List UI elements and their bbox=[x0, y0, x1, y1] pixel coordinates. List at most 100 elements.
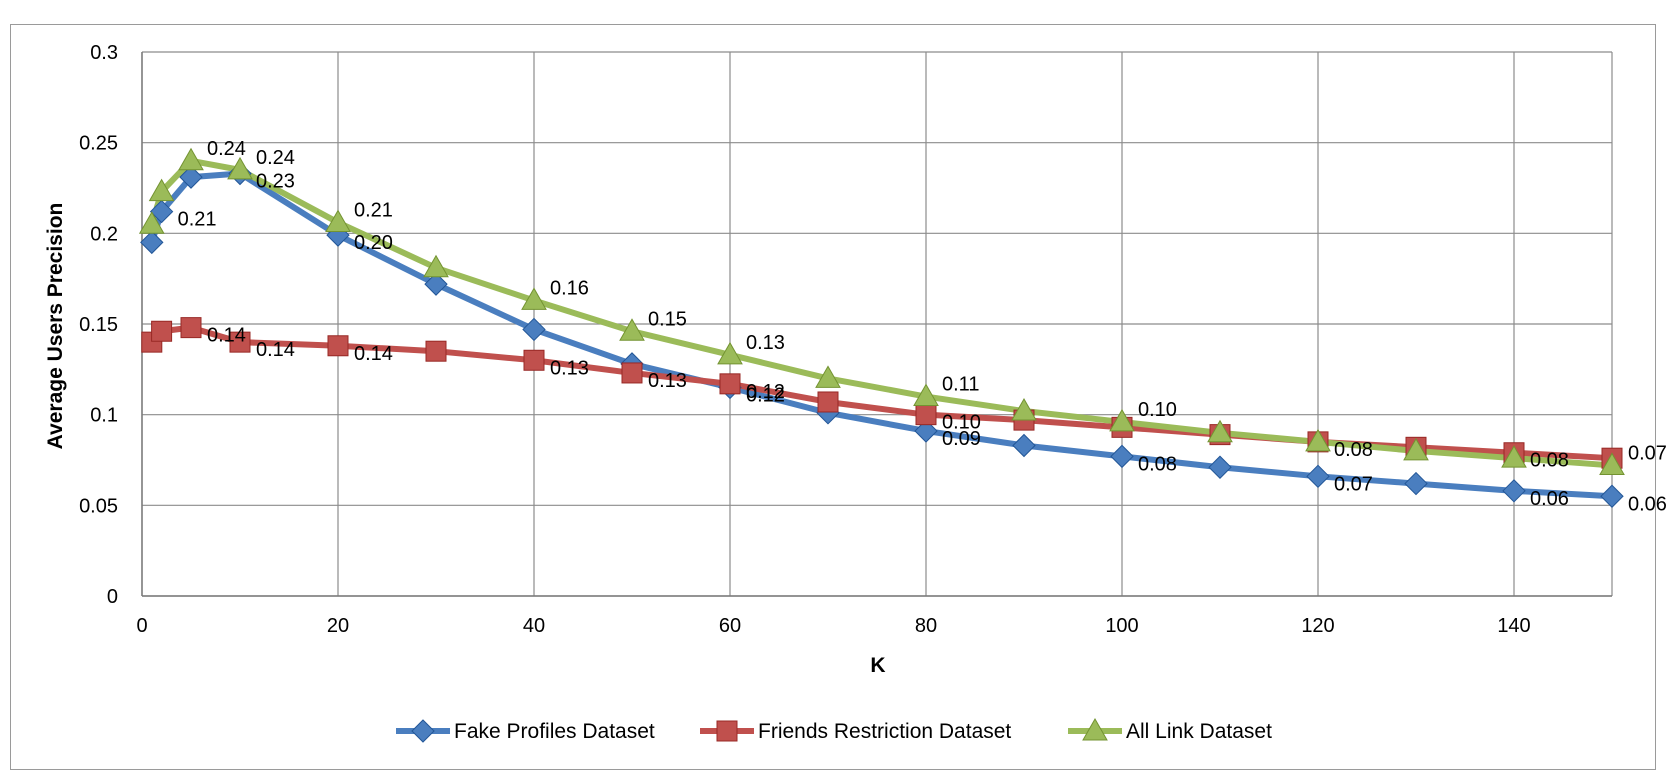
data-point-square bbox=[180, 317, 202, 339]
data-label: 0.07 bbox=[1628, 442, 1667, 464]
data-point-triangle bbox=[1599, 452, 1625, 475]
data-label: 0.10 bbox=[1138, 399, 1177, 421]
data-point-diamond bbox=[1208, 455, 1232, 479]
y-tick-label: 0.25 bbox=[79, 133, 118, 155]
legend-marker-triangle bbox=[1082, 717, 1108, 741]
data-label: 0.10 bbox=[942, 412, 981, 434]
data-label: 0.06 bbox=[1628, 493, 1667, 515]
x-tick-labels: 0 20 40 60 80 100 120 140 bbox=[136, 615, 1530, 637]
legend-label: All Link Dataset bbox=[1126, 720, 1272, 743]
data-label: 0.08 bbox=[1530, 450, 1569, 472]
x-tick-label: 20 bbox=[327, 615, 349, 637]
data-label: 0.15 bbox=[648, 308, 687, 330]
legend-label: Fake Profiles Dataset bbox=[454, 720, 655, 743]
data-point-square bbox=[425, 340, 447, 362]
data-point-triangle bbox=[1305, 428, 1331, 452]
data-point-triangle bbox=[423, 254, 449, 278]
data-label: 0.14 bbox=[354, 343, 393, 365]
gridlines bbox=[141, 51, 1613, 597]
data-point-square bbox=[817, 391, 839, 413]
y-tick-labels: 0 0.05 0.1 0.15 0.2 0.25 0.3 bbox=[79, 42, 118, 608]
x-tick-label: 60 bbox=[719, 615, 741, 637]
data-label: 0.13 bbox=[550, 357, 589, 379]
data-point-diamond bbox=[140, 230, 164, 255]
series-line-triangle bbox=[148, 157, 1613, 469]
data-label: 0.21 bbox=[178, 209, 217, 231]
data-point-square bbox=[719, 373, 741, 395]
y-tick-label: 0.05 bbox=[79, 495, 118, 517]
data-label: 0.07 bbox=[1334, 473, 1373, 495]
data-label: 0.13 bbox=[746, 332, 785, 354]
data-point-triangle bbox=[325, 209, 351, 232]
x-axis-title: K bbox=[870, 654, 885, 677]
data-label: 0.23 bbox=[256, 170, 295, 192]
data-point-triangle bbox=[138, 211, 165, 234]
data-label: 0.08 bbox=[1138, 453, 1177, 475]
data-label: 0.16 bbox=[550, 277, 589, 299]
data-label: 0.14 bbox=[207, 325, 246, 347]
y-tick-label: 0.2 bbox=[90, 223, 118, 245]
series-markers bbox=[138, 147, 1625, 508]
x-tick-label: 120 bbox=[1301, 615, 1334, 637]
data-point-diamond bbox=[1404, 471, 1428, 496]
data-labels: 0.21 0.23 0.20 0.12 0.09 0.08 0.07 0.06 0.06 0.14… bbox=[178, 138, 1667, 515]
data-point-triangle bbox=[619, 318, 645, 341]
x-tick-label: 0 bbox=[136, 615, 147, 637]
data-point-diamond bbox=[1110, 444, 1134, 469]
y-tick-label: 0 bbox=[107, 586, 118, 608]
data-point-triangle bbox=[148, 178, 175, 202]
data-point-triangle bbox=[178, 147, 204, 171]
data-label: 0.12 bbox=[746, 384, 785, 406]
data-label: 0.20 bbox=[354, 232, 393, 254]
data-label: 0.13 bbox=[648, 370, 687, 392]
legend-marker-diamond bbox=[411, 719, 435, 743]
x-tick-label: 80 bbox=[915, 615, 937, 637]
data-point-triangle bbox=[227, 156, 253, 180]
y-tick-label: 0.1 bbox=[90, 405, 118, 427]
data-point-diamond bbox=[914, 419, 938, 443]
data-point-diamond bbox=[179, 165, 203, 189]
data-label: 0.11 bbox=[942, 374, 979, 396]
x-tick-label: 140 bbox=[1497, 615, 1530, 637]
data-point-square bbox=[327, 335, 349, 357]
data-point-diamond bbox=[1306, 464, 1330, 489]
y-axis-title: Average Users Precision bbox=[44, 203, 67, 450]
data-point-square bbox=[523, 349, 545, 371]
data-label: 0.14 bbox=[256, 339, 295, 361]
data-point-diamond bbox=[522, 317, 546, 342]
data-label: 0.24 bbox=[256, 147, 295, 169]
data-point-triangle bbox=[717, 341, 743, 365]
data-label: 0.09 bbox=[942, 428, 981, 450]
data-point-triangle bbox=[521, 287, 547, 310]
data-point-diamond bbox=[1012, 433, 1036, 458]
data-point-triangle bbox=[913, 383, 939, 407]
y-tick-label: 0.3 bbox=[90, 42, 118, 64]
legend-marker-square bbox=[716, 720, 738, 742]
x-tick-label: 40 bbox=[523, 615, 545, 637]
data-label: 0.24 bbox=[207, 138, 246, 160]
data-point-diamond bbox=[424, 272, 448, 296]
data-label: 0.06 bbox=[1530, 488, 1569, 510]
data-point-diamond bbox=[1600, 484, 1624, 508]
legend-label: Friends Restriction Dataset bbox=[758, 720, 1011, 743]
data-point-triangle bbox=[1109, 408, 1135, 432]
data-point-triangle bbox=[1207, 419, 1233, 443]
data-point-square bbox=[915, 404, 937, 426]
data-label: 0.08 bbox=[1334, 439, 1373, 461]
data-point-diamond bbox=[149, 199, 174, 224]
data-point-square bbox=[229, 331, 251, 353]
data-point-triangle bbox=[1403, 437, 1429, 461]
x-tick-label: 100 bbox=[1105, 615, 1138, 637]
data-point-diamond bbox=[1502, 479, 1526, 503]
data-point-triangle bbox=[1011, 398, 1037, 421]
data-point-triangle bbox=[815, 365, 841, 388]
axes bbox=[141, 52, 1612, 597]
data-point-square bbox=[621, 362, 643, 384]
data-point-triangle bbox=[1501, 445, 1527, 468]
legend: Fake Profiles Dataset Friends Restriction… bbox=[396, 717, 1272, 743]
data-label: 0.12 bbox=[746, 381, 785, 403]
data-point-square bbox=[151, 320, 173, 342]
data-label: 0.21 bbox=[354, 199, 393, 221]
y-tick-label: 0.15 bbox=[79, 314, 118, 336]
